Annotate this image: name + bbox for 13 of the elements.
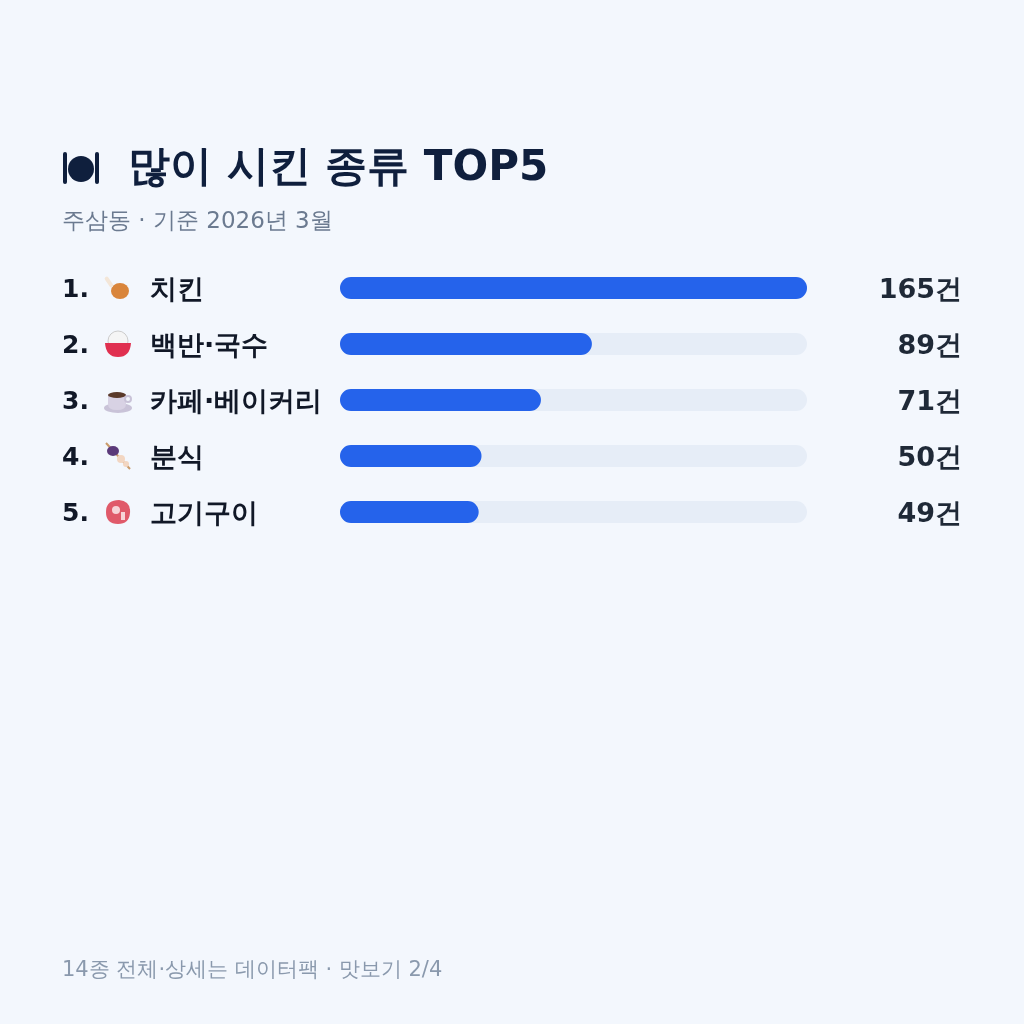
category-label: 2. 백반·국수 xyxy=(62,328,269,360)
category-label: 1. 치킨 xyxy=(62,272,204,304)
chart-title: 많이 시킨 종류 TOP5 xyxy=(128,140,549,192)
data-label: 71건 xyxy=(897,384,962,416)
data-label: 50건 xyxy=(897,440,962,472)
text: 14종 전체·상세는 데이터팩 · 맛보기 2/4 xyxy=(62,956,443,983)
data-label: 165건 xyxy=(878,272,962,304)
category-label: 3. 카페·베이커리 xyxy=(62,384,323,416)
chart-subtitle: 주삼동 · 기준 2026년 3월 xyxy=(62,206,333,235)
data-label: 49건 xyxy=(897,496,962,528)
category-label: 4. 분식 xyxy=(62,440,204,472)
data-label: 89건 xyxy=(897,328,962,360)
category-label: 5. 고기구이 xyxy=(62,496,258,528)
